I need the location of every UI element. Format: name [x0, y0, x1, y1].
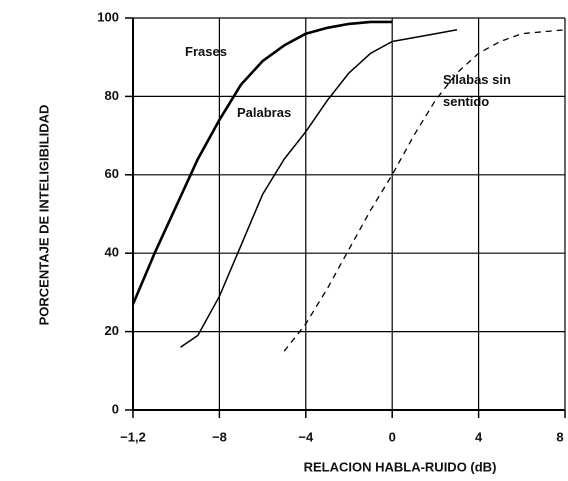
y-tick-label: 40	[105, 245, 119, 260]
line-series	[180, 29, 458, 348]
y-tick-label: 60	[105, 166, 119, 181]
line-series	[283, 29, 566, 352]
series-label-box: Silabas sin sentido	[443, 72, 511, 109]
line-series	[131, 20, 393, 305]
y-tick-label: 0	[112, 401, 119, 416]
x-tick-label: 4	[475, 429, 483, 444]
series-label: Frases	[185, 44, 227, 59]
series-label: Palabras	[237, 105, 292, 120]
x-tick-label: −1,2	[120, 429, 146, 444]
y-tick-label: 80	[105, 88, 119, 103]
series-label-box: Palabras	[237, 105, 292, 120]
x-tick-label: −4	[298, 429, 314, 444]
x-tick-label: −8	[212, 429, 227, 444]
y-axis-label: PORCENTAJE DE INTELIGIBILIDAD	[36, 105, 51, 326]
series-label-box: Frases	[185, 44, 227, 59]
series-label: Silabas sin sentido	[443, 72, 511, 109]
y-tick-label: 100	[97, 9, 119, 24]
x-axis-label: RELACION HABLA-RUIDO (dB)	[304, 459, 497, 474]
x-tick-label: 0	[389, 429, 396, 444]
x-tick-label: 8	[556, 429, 563, 444]
y-tick-label: 20	[105, 323, 119, 338]
